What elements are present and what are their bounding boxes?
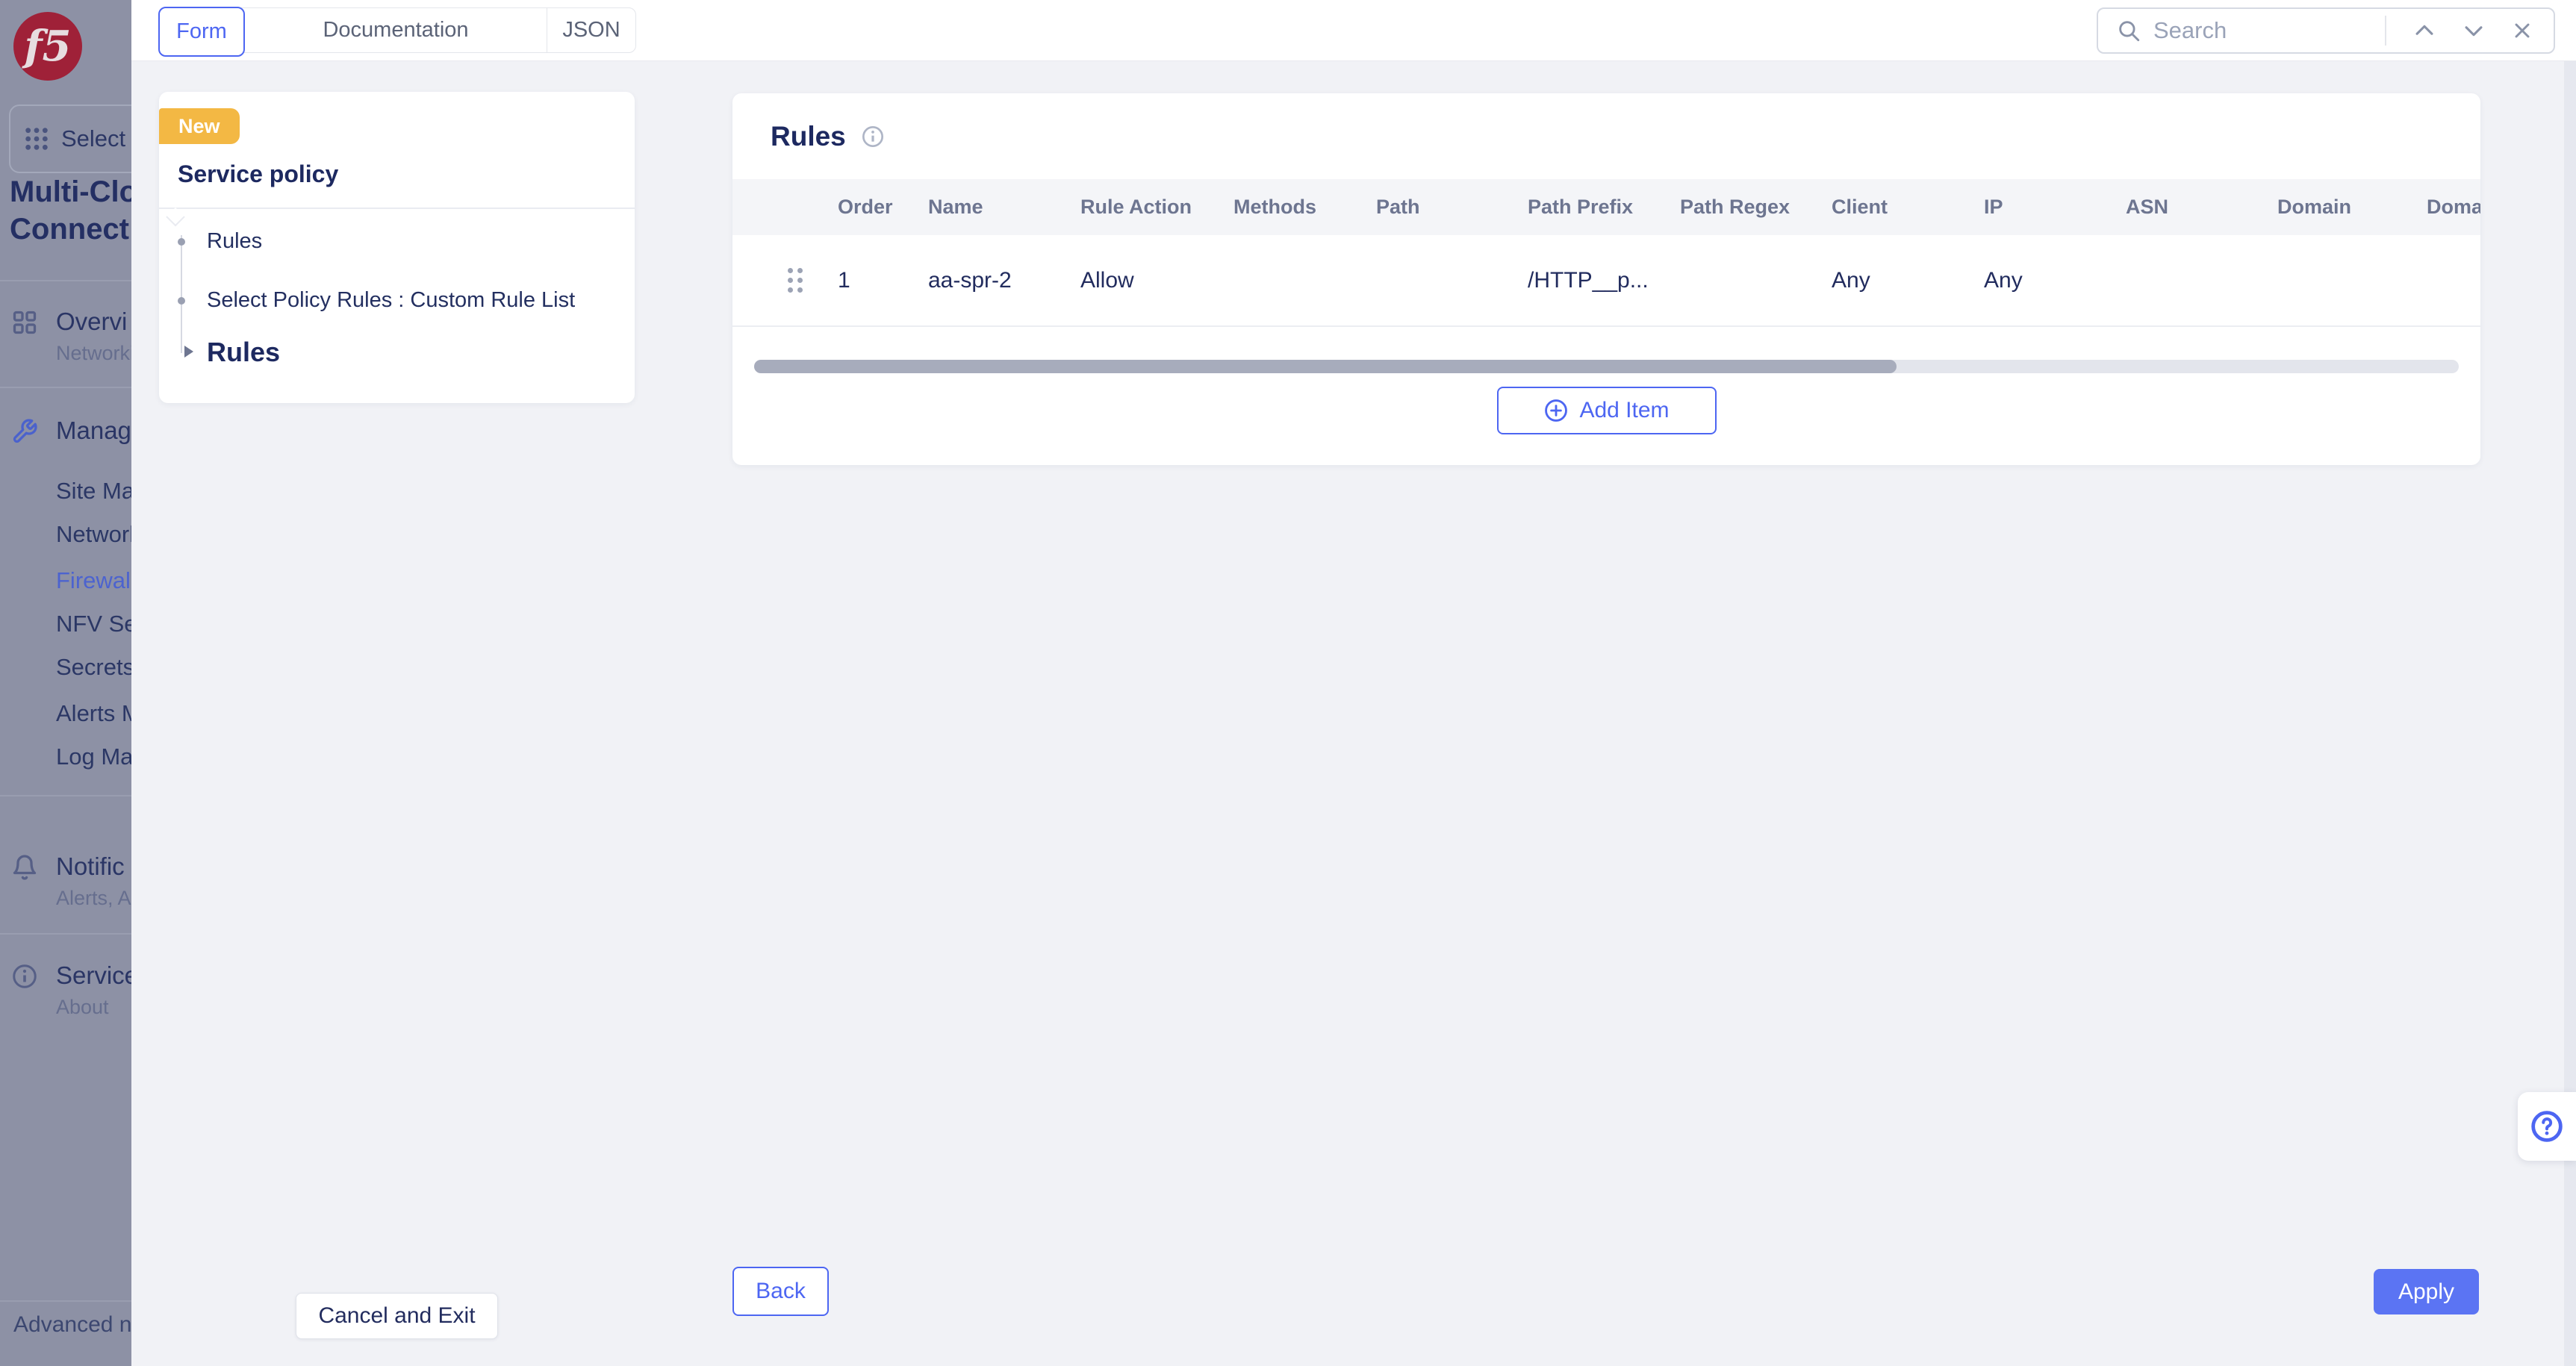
wrench-icon xyxy=(11,418,38,449)
sidebar-divider xyxy=(0,280,131,281)
tab-documentation[interactable]: Documentation xyxy=(245,8,547,52)
cell-path-prefix: /HTTP__p... xyxy=(1528,267,1649,293)
sidebar-item-alerts-management[interactable]: Alerts M xyxy=(56,700,131,726)
plus-circle-icon xyxy=(1545,399,1568,422)
horizontal-scrollbar-thumb[interactable] xyxy=(754,360,1897,373)
search-input[interactable]: Search xyxy=(2153,17,2227,43)
search-icon xyxy=(2119,21,2140,42)
wizard-panel: New Service policy Rules Select Policy R… xyxy=(159,92,635,403)
column-header-rule-action: Rule Action xyxy=(1080,196,1192,218)
column-header-order: Order xyxy=(838,196,893,218)
overview-grid-icon xyxy=(11,309,38,340)
rules-table: Order Name Rule Action Methods Path Path… xyxy=(732,179,2480,327)
column-header-name: Name xyxy=(928,196,983,218)
step-bullet-icon xyxy=(178,297,185,305)
select-service-button[interactable]: Select s xyxy=(9,105,131,173)
close-icon[interactable] xyxy=(2510,19,2534,43)
cell-path xyxy=(1376,235,1528,325)
search-box[interactable]: Search xyxy=(2097,7,2555,54)
cell-domain-2 xyxy=(2427,235,2480,325)
info-circle-icon xyxy=(11,963,38,994)
column-header-client: Client xyxy=(1832,196,1888,218)
rules-card: Rules Order Name Rule Action Methods Pat… xyxy=(732,93,2480,465)
wizard-step-rules-active[interactable]: Rules xyxy=(184,337,280,368)
column-header-ip: IP xyxy=(1984,196,2003,218)
step-arrow-icon xyxy=(184,346,193,358)
workspace-title: Multi-Clo Connect xyxy=(10,175,131,246)
column-header-asn: ASN xyxy=(2126,196,2169,218)
rules-card-title: Rules xyxy=(771,120,846,152)
view-tab-group: Form Documentation JSON xyxy=(158,7,636,57)
column-header-drag xyxy=(732,179,838,235)
bell-icon xyxy=(11,854,38,885)
wizard-step-select-policy-rules[interactable]: Select Policy Rules : Custom Rule List xyxy=(178,288,575,313)
info-icon[interactable] xyxy=(861,125,885,149)
sidebar-item-firewall[interactable]: Firewall xyxy=(56,567,131,593)
wizard-connector-line xyxy=(181,235,182,353)
cell-name: aa-spr-2 xyxy=(928,267,1012,293)
cell-rule-action: Allow xyxy=(1080,267,1134,293)
chevron-up-icon[interactable] xyxy=(2412,18,2437,43)
sidebar-divider xyxy=(0,795,131,796)
step-bullet-icon xyxy=(178,238,185,246)
wizard-divider-notch xyxy=(166,208,185,227)
sidebar-item-site-management[interactable]: Site Mar xyxy=(56,478,131,504)
back-button[interactable]: Back xyxy=(732,1267,829,1316)
select-service-label: Select s xyxy=(61,125,131,152)
sidebar-divider xyxy=(0,1300,131,1302)
wizard-divider xyxy=(159,208,635,227)
wizard-title: Service policy xyxy=(178,160,339,187)
cell-client: Any xyxy=(1832,267,1870,293)
question-circle-icon xyxy=(2531,1111,2563,1142)
column-header-methods: Methods xyxy=(1233,196,1316,218)
top-bar: Form Documentation JSON Search xyxy=(131,0,2576,61)
row-drag-cell xyxy=(732,235,838,325)
cell-asn xyxy=(2126,235,2277,325)
rules-card-header: Rules xyxy=(732,93,885,179)
new-badge: New xyxy=(159,108,240,144)
sidebar-item-log-management[interactable]: Log Mar xyxy=(56,743,131,770)
tab-json[interactable]: JSON xyxy=(562,18,620,42)
wizard-step-rules[interactable]: Rules xyxy=(178,229,262,254)
cell-ip: Any xyxy=(1984,267,2023,293)
column-header-path-prefix: Path Prefix xyxy=(1528,196,1634,218)
column-header-path: Path xyxy=(1376,196,1420,218)
advanced-nav-label[interactable]: Advanced nav xyxy=(13,1312,131,1337)
cell-order: 1 xyxy=(838,267,850,293)
horizontal-scrollbar[interactable] xyxy=(754,360,2459,373)
add-item-button[interactable]: Add Item xyxy=(1496,387,1717,434)
column-header-path-regex: Path Regex xyxy=(1680,196,1791,218)
chevron-down-icon[interactable] xyxy=(2461,18,2486,43)
sidebar-divider xyxy=(0,387,131,388)
search-divider xyxy=(2385,16,2386,46)
cancel-and-exit-button[interactable]: Cancel and Exit xyxy=(296,1293,498,1339)
app-sidebar-dimmed: f5 Select s Multi-Clo Connect xyxy=(0,0,131,1366)
sidebar-item-nfv-services[interactable]: NFV Ser xyxy=(56,611,131,637)
f5-logo: f5 xyxy=(13,12,82,81)
cell-methods xyxy=(1233,235,1376,325)
apply-button[interactable]: Apply xyxy=(2374,1269,2479,1314)
cell-domain xyxy=(2277,235,2427,325)
table-row[interactable]: 1 aa-spr-2 Allow /HTTP__p... Any Any xyxy=(732,235,2480,327)
rules-table-header-row: Order Name Rule Action Methods Path Path… xyxy=(732,179,2480,235)
sidebar-item-networking[interactable]: Network xyxy=(56,521,131,547)
sidebar-item-secrets[interactable]: Secrets xyxy=(56,654,131,680)
grid-dots-icon xyxy=(25,128,48,150)
help-button[interactable] xyxy=(2518,1092,2576,1161)
tab-form[interactable]: Form xyxy=(158,7,245,57)
column-header-domain: Domain xyxy=(2277,196,2352,218)
drag-handle-icon[interactable] xyxy=(788,268,803,293)
column-header-domain-2: Domain xyxy=(2427,196,2480,218)
cell-path-regex xyxy=(1680,235,1832,325)
sidebar-divider xyxy=(0,933,131,935)
page-scrollbar-track[interactable] xyxy=(2564,60,2576,1366)
